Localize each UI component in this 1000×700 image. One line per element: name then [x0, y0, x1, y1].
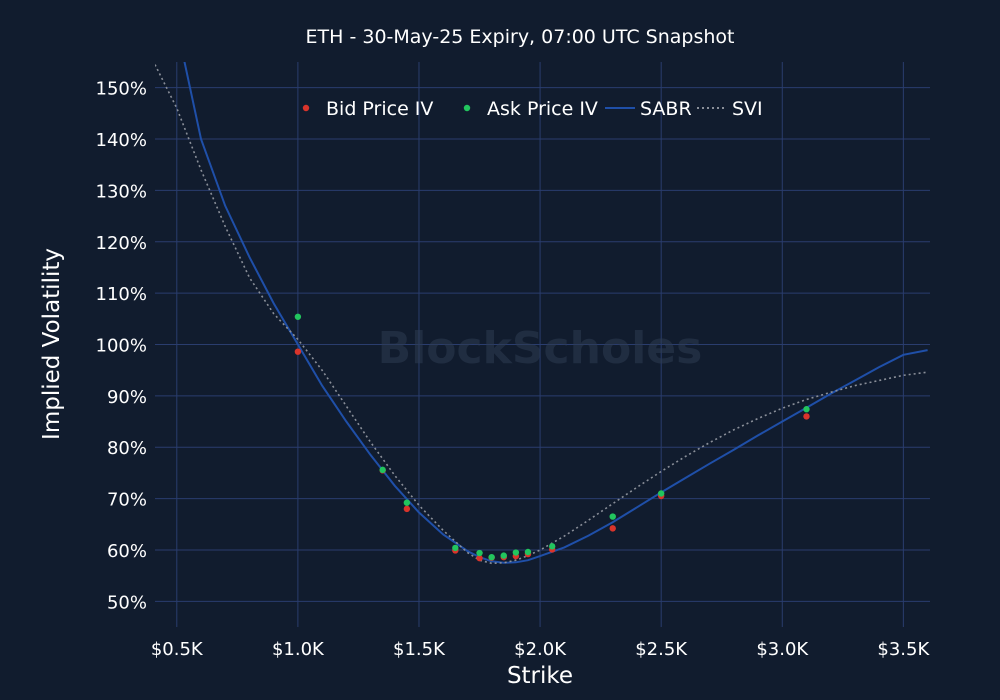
series-lines: [155, 62, 928, 565]
y-tick-label: 140%: [96, 130, 147, 151]
y-tick-label: 100%: [96, 336, 147, 357]
x-tick-label: $2.5K: [635, 639, 688, 660]
legend-marker-bid-price-iv: [302, 104, 310, 112]
x-tick-label: $0.5K: [151, 639, 204, 660]
ask-price-iv-point: [488, 553, 495, 561]
x-tick-label: $1.0K: [272, 639, 325, 660]
y-tick-label: 50%: [107, 592, 147, 613]
chart-title: ETH - 30-May-25 Expiry, 07:00 UTC Snapsh…: [306, 26, 735, 48]
x-tick-label: $3.0K: [756, 639, 809, 660]
y-axis-ticks: 50% 60% 70% 80% 90% 100% 110% 120% 130% 140% 150%: [96, 79, 147, 614]
y-tick-label: 80%: [107, 438, 147, 459]
legend: Bid Price IV Ask Price IV SABR SVI: [302, 98, 763, 120]
x-tick-label: $3.5K: [877, 639, 930, 660]
bid-price-iv-point: [294, 348, 302, 355]
y-tick-label: 60%: [107, 541, 147, 562]
x-axis-label: Strike: [507, 663, 573, 689]
legend-label-sabr: SABR: [640, 98, 692, 120]
grid-lines: [155, 62, 930, 627]
x-tick-label: $1.5K: [393, 639, 446, 660]
y-tick-label: 70%: [107, 490, 147, 511]
ask-price-iv-point: [803, 406, 810, 413]
y-tick-label: 110%: [96, 284, 147, 305]
legend-label-bid-price-iv: Bid Price IV: [326, 98, 433, 120]
ask-price-iv-point: [500, 552, 507, 559]
y-tick-label: 120%: [96, 233, 147, 254]
y-tick-label: 150%: [96, 79, 147, 100]
legend-label-svi: SVI: [732, 98, 763, 120]
legend-label-ask-price-iv: Ask Price IV: [487, 98, 598, 120]
ask-price-iv-point: [452, 544, 459, 552]
y-axis-label: Implied Volatility: [39, 248, 65, 440]
bid-price-iv-point: [609, 525, 616, 532]
ask-price-iv-point: [609, 513, 616, 520]
bid-price-iv-point: [476, 554, 483, 562]
y-tick-label: 130%: [96, 181, 147, 202]
ask-price-iv-point: [476, 549, 483, 557]
ask-price-iv-point: [657, 490, 665, 497]
x-tick-label: $2.0K: [514, 639, 567, 660]
ask-price-iv-point: [524, 548, 532, 556]
sabr-line: [183, 62, 928, 564]
x-axis-ticks: $0.5K $1.0K $1.5K $2.0K $2.5K $3.0K $3.5K: [151, 639, 931, 660]
svi-line: [155, 64, 928, 565]
ask-price-iv-point: [294, 313, 302, 320]
bid-price-iv-point: [803, 413, 810, 420]
series-markers: [294, 313, 810, 562]
ask-price-iv-point: [379, 466, 386, 474]
y-tick-label: 90%: [107, 387, 147, 408]
legend-marker-ask-price-iv: [463, 104, 471, 112]
ask-price-iv-point: [512, 549, 520, 556]
ask-price-iv-point: [548, 543, 556, 550]
ask-price-iv-point: [403, 499, 411, 506]
bid-price-iv-point: [403, 505, 411, 513]
watermark: BlockScholes: [378, 323, 703, 374]
